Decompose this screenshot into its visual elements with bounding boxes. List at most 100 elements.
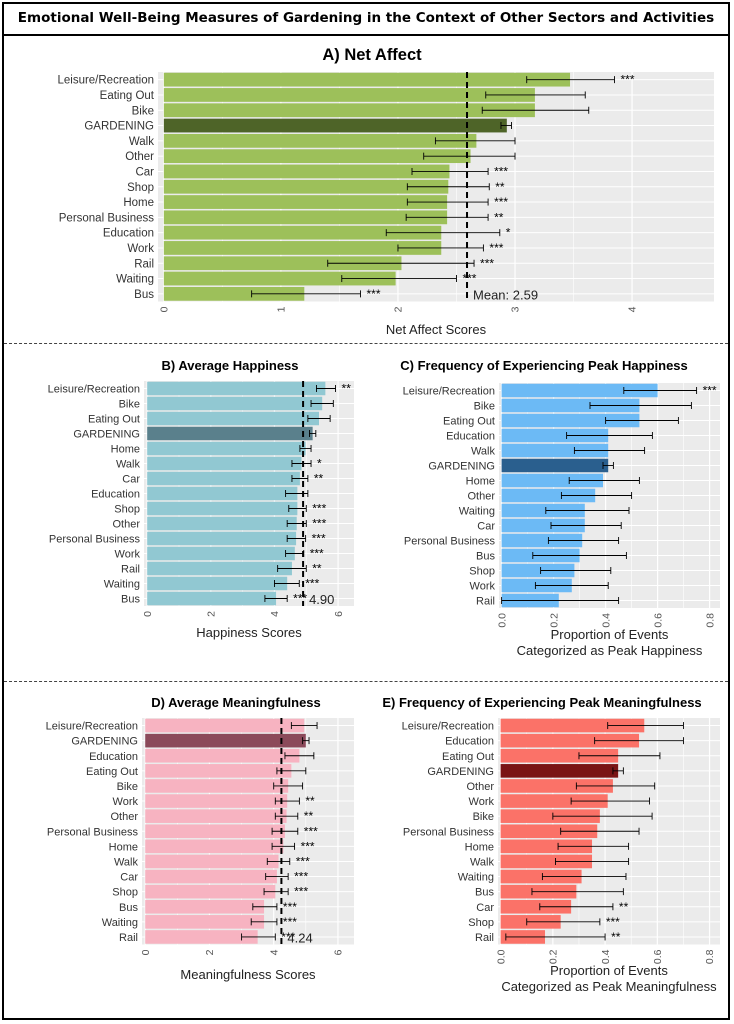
- panel-b-significance-rail: **: [312, 562, 322, 576]
- panel-c-category-label-education: Education: [446, 431, 495, 443]
- panel-d-bar-shop: [145, 884, 276, 899]
- panel-d-bar-waiting: [145, 915, 265, 929]
- panel-a-bar-eating-out: [163, 88, 535, 102]
- panel-a-bar-leisure-recreation: [163, 72, 571, 87]
- panel-a-bar-home: [163, 195, 448, 209]
- panel-b-category-label-bus: Bus: [121, 594, 140, 606]
- panel-c-x-tick-label: 0.6: [652, 613, 664, 628]
- panel-d-category-label-car: Car: [120, 872, 138, 884]
- panel-b-significance-leisure-recreation: **: [342, 382, 352, 396]
- panel-d-significance-rail: ***: [281, 930, 295, 944]
- panel-a-x-tick-label: 4: [627, 306, 639, 312]
- panel-c-bar-gardening: [501, 458, 609, 473]
- panel-a-significance-work: ***: [489, 241, 503, 255]
- panel-d-x-tick-label: 2: [204, 949, 216, 955]
- panel-a-net-affect: A) Net Affect**************************L…: [57, 46, 714, 337]
- panel-d-mean-label: 4.24: [287, 931, 312, 946]
- panel-c-bar-car: [501, 518, 585, 533]
- panel-e-significance-car: **: [619, 900, 629, 914]
- panel-b-category-label-work: Work: [115, 549, 141, 561]
- panel-e-x-axis-label: Proportion of Events: [550, 963, 668, 978]
- panel-b-category-label-education: Education: [91, 489, 140, 501]
- panel-e-category-label-home: Home: [465, 841, 494, 853]
- panel-c-bar-home: [501, 473, 603, 488]
- panel-b-category-label-walk: Walk: [116, 459, 141, 471]
- panel-a-category-label-gardening: GARDENING: [84, 121, 154, 133]
- panel-b-significance-waiting: ***: [305, 577, 319, 591]
- panel-c-category-label-work: Work: [470, 581, 496, 593]
- panel-d-category-label-waiting: Waiting: [102, 917, 138, 929]
- panel-a-category-label-car: Car: [135, 166, 154, 178]
- panel-c-category-label-eating-out: Eating Out: [443, 416, 495, 428]
- panel-e-x-tick-label: 0.6: [652, 949, 664, 964]
- panel-a-bar-bus: [163, 286, 305, 301]
- panel-c-bar-waiting: [501, 503, 585, 518]
- panel-b-category-label-car: Car: [122, 474, 140, 486]
- panel-b-bar-bike: [147, 396, 323, 411]
- panel-d-bar-other: [145, 809, 287, 823]
- panel-c-peak-happiness: C) Frequency of Experiencing Peak Happin…: [400, 358, 720, 658]
- panel-b-bar-bus: [147, 591, 277, 606]
- panel-e-category-label-education: Education: [445, 736, 494, 748]
- panel-d-category-label-rail: Rail: [119, 932, 138, 944]
- panel-d-category-label-bike: Bike: [117, 781, 138, 793]
- panel-b-bar-education: [147, 486, 298, 501]
- panel-a-x-tick-label: 0: [159, 306, 171, 312]
- panel-e-category-label-eating-out: Eating Out: [442, 751, 494, 763]
- panel-e-category-label-work: Work: [469, 796, 495, 808]
- panel-b-category-label-shop: Shop: [114, 504, 140, 516]
- panel-d-category-label-gardening: GARDENING: [71, 736, 138, 748]
- panel-a-bar-other: [163, 149, 471, 164]
- panel-a-category-label-shop: Shop: [127, 182, 154, 194]
- panel-e-bar-eating-out: [500, 748, 619, 763]
- panel-e-x-tick-label: 0.2: [548, 949, 560, 964]
- panel-a-category-label-walk: Walk: [129, 136, 154, 148]
- panel-a-category-label-other: Other: [125, 151, 154, 163]
- panel-c-category-label-car: Car: [477, 521, 495, 533]
- panel-a-category-label-home: Home: [123, 197, 154, 209]
- panel-b-category-label-gardening: GARDENING: [73, 429, 140, 441]
- panel-a-bar-education: [163, 225, 442, 240]
- panel-a-bar-work: [163, 241, 442, 255]
- panel-b-category-label-waiting: Waiting: [104, 579, 140, 591]
- panel-c-bar-walk: [501, 443, 609, 458]
- panel-d-bar-bus: [145, 899, 265, 914]
- panel-a-bar-rail: [163, 256, 402, 271]
- panel-a-bar-walk: [163, 133, 477, 148]
- panel-e-category-label-bus: Bus: [475, 887, 494, 899]
- panel-e-category-label-rail: Rail: [475, 932, 494, 944]
- panel-c-category-label-rail: Rail: [476, 596, 495, 608]
- panel-e-category-label-leisure-recreation: Leisure/Recreation: [402, 721, 494, 733]
- panel-e-bar-walk: [500, 854, 593, 869]
- panel-e-bar-bike: [500, 809, 600, 823]
- panel-b-x-tick-label: 2: [205, 611, 217, 617]
- panel-e-title: E) Frequency of Experiencing Peak Meanin…: [382, 695, 701, 710]
- panel-c-x-axis-label: Categorized as Peak Happiness: [517, 643, 703, 658]
- panel-d-x-tick-label: 6: [333, 949, 345, 955]
- panel-a-category-label-bike: Bike: [132, 105, 154, 117]
- panel-b-bar-leisure-recreation: [147, 381, 326, 396]
- figure-title: Emotional Well-Being Measures of Gardeni…: [2, 2, 730, 36]
- panel-a-category-label-personal-business: Personal Business: [59, 212, 154, 224]
- panel-e-bar-gardening: [500, 764, 619, 778]
- panel-e-x-tick-label: 0.4: [600, 949, 612, 964]
- panel-b-category-label-bike: Bike: [119, 399, 140, 411]
- panel-c-category-label-leisure-recreation: Leisure/Recreation: [403, 386, 495, 398]
- panel-e-category-label-waiting: Waiting: [458, 872, 494, 884]
- panel-a-significance-leisure-recreation: ***: [621, 73, 635, 87]
- panel-c-bar-education: [501, 428, 609, 443]
- panel-a-significance-rail: ***: [480, 256, 494, 270]
- panel-c-x-tick-label: 0.0: [496, 613, 508, 628]
- panel-e-category-label-gardening: GARDENING: [427, 766, 494, 778]
- panel-a-category-label-eating-out: Eating Out: [100, 90, 155, 102]
- panel-e-x-tick-label: 0.8: [704, 949, 716, 964]
- panel-d-category-label-eating-out: Eating Out: [86, 766, 138, 778]
- panel-d-bar-leisure-recreation: [145, 718, 305, 733]
- panel-e-x-tick-label: 0.0: [495, 949, 507, 964]
- panel-c-category-label-waiting: Waiting: [459, 506, 495, 518]
- panel-c-category-label-other: Other: [467, 491, 495, 503]
- panel-b-bar-shop: [147, 501, 298, 516]
- panel-b-bar-work: [147, 546, 295, 561]
- panel-a-category-label-waiting: Waiting: [116, 274, 154, 286]
